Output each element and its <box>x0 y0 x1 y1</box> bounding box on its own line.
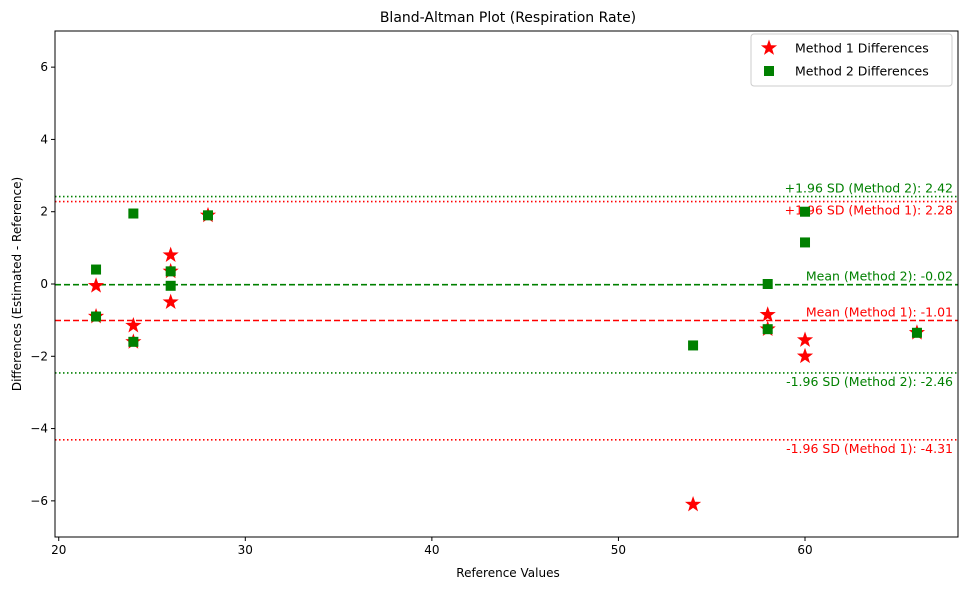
square-point <box>128 208 139 219</box>
reference-line-label: -1.96 SD (Method 1): -4.31 <box>786 441 953 456</box>
legend-marker-star <box>760 39 778 55</box>
reference-lines: +1.96 SD (Method 2): 2.42 +1.96 SD (Metho… <box>55 181 958 456</box>
x-tick-label: 30 <box>238 543 253 557</box>
square-point <box>800 206 811 217</box>
y-tick-label: 4 <box>40 132 48 146</box>
star-point <box>87 277 105 293</box>
square-point <box>165 266 176 277</box>
legend-label: Method 1 Differences <box>795 41 929 56</box>
axes: 20 30 40 50 60 −6 −4 −2 0 2 4 6 <box>30 30 959 557</box>
x-tick-label: 60 <box>797 543 812 557</box>
reference-line-label: -1.96 SD (Method 2): -2.46 <box>786 374 953 389</box>
star-point <box>684 495 702 512</box>
star-point <box>162 246 179 262</box>
series-square <box>91 206 922 351</box>
legend-marker-square <box>764 66 774 76</box>
legend: Method 1 Differences Method 2 Differences <box>750 33 953 87</box>
square-point <box>688 340 699 351</box>
star-point <box>796 347 814 364</box>
square-point <box>165 280 176 291</box>
square-point <box>91 311 102 322</box>
y-tick-label: 0 <box>40 277 48 291</box>
y-tick-label: 6 <box>40 60 48 74</box>
square-point <box>800 237 811 248</box>
square-point <box>202 210 213 221</box>
x-tick-label: 40 <box>424 543 439 557</box>
reference-line-label: Mean (Method 1): -1.01 <box>806 305 953 320</box>
y-tick-label: −6 <box>30 494 48 508</box>
legend-label: Method 2 Differences <box>795 64 929 79</box>
square-point <box>762 324 773 335</box>
data-points <box>87 206 926 512</box>
x-tick-label: 50 <box>611 543 626 557</box>
reference-line-label: +1.96 SD (Method 2): 2.42 <box>785 181 953 196</box>
legend-box <box>750 33 953 87</box>
star-point <box>162 293 179 309</box>
y-tick-label: −2 <box>30 349 48 363</box>
y-axis-label: Differences (Estimated - Reference) <box>10 177 24 391</box>
star-point <box>796 331 814 347</box>
square-point <box>128 336 139 347</box>
y-tick-label: −4 <box>30 422 48 436</box>
x-axis-label: Reference Values <box>456 566 559 580</box>
reference-line-label: Mean (Method 2): -0.02 <box>806 269 953 284</box>
square-point <box>91 264 102 275</box>
y-tick-label: 2 <box>40 205 48 219</box>
square-point <box>911 327 922 338</box>
reference-line-label: +1.96 SD (Method 1): 2.28 <box>785 203 953 218</box>
x-tick-label: 20 <box>51 543 66 557</box>
chart-title: Bland-Altman Plot (Respiration Rate) <box>380 10 636 26</box>
star-point <box>759 306 776 322</box>
square-point <box>762 279 773 289</box>
star-point <box>125 317 142 333</box>
